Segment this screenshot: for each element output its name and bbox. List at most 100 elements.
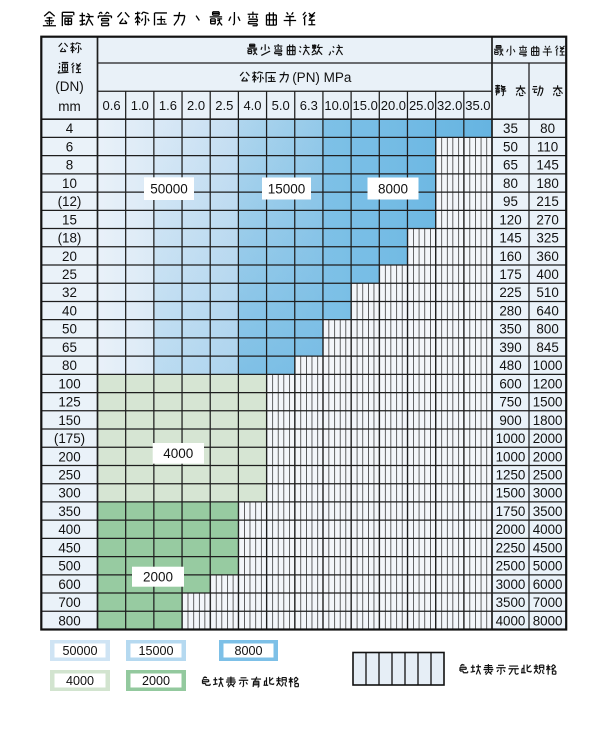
svg-text:3000: 3000 — [496, 577, 526, 592]
svg-text:4000: 4000 — [66, 674, 94, 688]
svg-text:0.6: 0.6 — [103, 98, 121, 113]
svg-text:200: 200 — [58, 449, 80, 464]
svg-text:1.0: 1.0 — [131, 98, 149, 113]
svg-text:25: 25 — [62, 267, 77, 282]
svg-text:510: 510 — [536, 285, 558, 300]
svg-text:(DN): (DN) — [55, 79, 84, 94]
svg-text:8000: 8000 — [234, 644, 262, 658]
svg-text:1000: 1000 — [496, 431, 526, 446]
svg-text:800: 800 — [536, 322, 558, 337]
svg-text:6.3: 6.3 — [300, 98, 318, 113]
svg-text:80: 80 — [540, 121, 555, 136]
svg-text:5.0: 5.0 — [272, 98, 290, 113]
svg-text:8: 8 — [66, 158, 73, 173]
svg-text:390: 390 — [499, 340, 521, 355]
svg-text:15000: 15000 — [268, 181, 306, 196]
svg-text:225: 225 — [499, 285, 521, 300]
svg-text:2500: 2500 — [533, 468, 563, 483]
svg-text:360: 360 — [536, 249, 558, 264]
svg-text:640: 640 — [536, 304, 558, 319]
svg-text:15.0: 15.0 — [353, 98, 378, 113]
svg-text:10.0: 10.0 — [324, 98, 349, 113]
svg-text:2000: 2000 — [142, 674, 170, 688]
svg-text:95: 95 — [503, 194, 518, 209]
svg-text:350: 350 — [58, 504, 80, 519]
svg-text:5000: 5000 — [533, 559, 563, 574]
svg-text:4000: 4000 — [163, 446, 193, 461]
svg-text:1500: 1500 — [533, 395, 563, 410]
svg-text:6000: 6000 — [533, 577, 563, 592]
svg-text:80: 80 — [62, 358, 77, 373]
svg-text:180: 180 — [536, 176, 558, 191]
svg-text:15000: 15000 — [138, 644, 173, 658]
svg-text:750: 750 — [499, 395, 521, 410]
svg-text:450: 450 — [58, 540, 80, 555]
svg-text:32: 32 — [62, 285, 77, 300]
svg-text:mm: mm — [58, 99, 81, 114]
svg-text:4.0: 4.0 — [243, 98, 261, 113]
svg-text:(175): (175) — [54, 431, 85, 446]
svg-text:20: 20 — [62, 249, 77, 264]
svg-text:1000: 1000 — [496, 449, 526, 464]
svg-text:4500: 4500 — [533, 540, 563, 555]
svg-text:1500: 1500 — [496, 486, 526, 501]
svg-text:50000: 50000 — [150, 182, 188, 197]
svg-text:2.0: 2.0 — [187, 98, 205, 113]
svg-text:125: 125 — [58, 395, 80, 410]
svg-text:25.0: 25.0 — [409, 98, 434, 113]
svg-text:(PN) MPa: (PN) MPa — [292, 70, 352, 85]
svg-text:500: 500 — [58, 559, 80, 574]
svg-text:40: 40 — [62, 304, 77, 319]
svg-text:800: 800 — [58, 613, 80, 628]
svg-text:270: 270 — [536, 212, 558, 227]
svg-text:3500: 3500 — [533, 504, 563, 519]
svg-text:2000: 2000 — [533, 449, 563, 464]
svg-text:35: 35 — [503, 121, 518, 136]
svg-text:2000: 2000 — [143, 570, 173, 585]
svg-text:325: 325 — [536, 231, 558, 246]
svg-text:4000: 4000 — [496, 613, 526, 628]
svg-text:845: 845 — [536, 340, 558, 355]
svg-text:1800: 1800 — [533, 413, 563, 428]
svg-text:4000: 4000 — [533, 522, 563, 537]
svg-text:1200: 1200 — [533, 376, 563, 391]
svg-text:2250: 2250 — [496, 540, 526, 555]
svg-text:400: 400 — [536, 267, 558, 282]
svg-text:1750: 1750 — [496, 504, 526, 519]
svg-text:110: 110 — [537, 139, 558, 154]
svg-text:215: 215 — [536, 194, 558, 209]
svg-text:6: 6 — [66, 139, 73, 154]
svg-text:(12): (12) — [58, 194, 82, 209]
svg-text:280: 280 — [499, 304, 521, 319]
svg-text:160: 160 — [499, 249, 521, 264]
svg-text:900: 900 — [499, 413, 521, 428]
svg-text:35.0: 35.0 — [465, 98, 490, 113]
svg-text:300: 300 — [58, 486, 80, 501]
svg-text:2500: 2500 — [496, 559, 526, 574]
svg-text:15: 15 — [62, 212, 77, 227]
svg-text:3000: 3000 — [533, 486, 563, 501]
svg-text:2.5: 2.5 — [215, 98, 233, 113]
svg-text:65: 65 — [62, 340, 77, 355]
svg-text:65: 65 — [503, 158, 518, 173]
svg-text:1.6: 1.6 — [159, 98, 177, 113]
svg-text:2000: 2000 — [496, 522, 526, 537]
svg-text:8000: 8000 — [378, 181, 408, 196]
svg-text:145: 145 — [499, 231, 521, 246]
svg-text:350: 350 — [499, 322, 521, 337]
svg-text:50000: 50000 — [62, 644, 97, 658]
svg-text:3500: 3500 — [496, 595, 526, 610]
svg-text:250: 250 — [58, 468, 80, 483]
svg-text:700: 700 — [58, 595, 80, 610]
svg-text:8000: 8000 — [533, 613, 563, 628]
svg-text:400: 400 — [58, 522, 80, 537]
svg-text:175: 175 — [499, 267, 521, 282]
svg-text:4: 4 — [66, 121, 74, 136]
svg-text:2000: 2000 — [533, 431, 563, 446]
svg-text:50: 50 — [503, 139, 518, 154]
svg-text:50: 50 — [62, 322, 77, 337]
svg-text:32.0: 32.0 — [437, 98, 462, 113]
svg-text:10: 10 — [62, 176, 77, 191]
svg-text:7000: 7000 — [533, 595, 563, 610]
svg-text:20.0: 20.0 — [381, 98, 406, 113]
